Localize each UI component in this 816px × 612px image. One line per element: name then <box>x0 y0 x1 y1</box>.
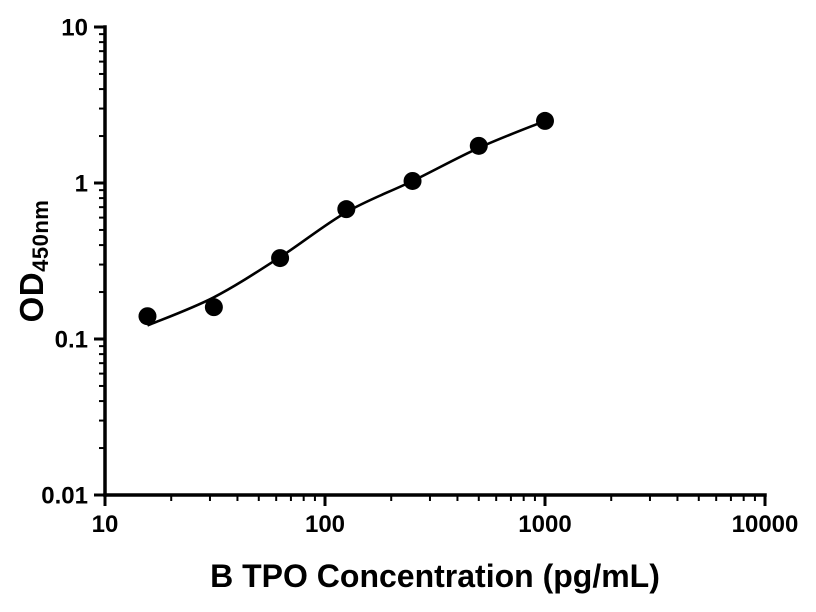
x-tick-label: 10 <box>92 511 119 538</box>
y-tick-label: 1 <box>75 171 88 198</box>
data-point <box>536 111 554 130</box>
data-point <box>403 171 422 190</box>
y-tick-label: 0.01 <box>41 483 88 510</box>
data-point <box>138 307 157 326</box>
x-tick-label: 10000 <box>732 511 799 538</box>
data-point <box>469 136 488 155</box>
y-axis-title: OD450nm <box>13 199 53 323</box>
x-tick-label: 100 <box>305 511 345 538</box>
x-tick-label: 1000 <box>518 511 571 538</box>
x-axis-title: B TPO Concentration (pg/mL) <box>210 558 660 594</box>
y-axis-title-subscript: 450nm <box>28 199 53 272</box>
data-point <box>271 249 290 268</box>
y-axis-title-main: OD <box>13 271 50 323</box>
data-point <box>204 298 223 317</box>
y-tick-label: 0.1 <box>55 327 88 354</box>
y-tick-label: 10 <box>61 15 88 42</box>
data-point <box>337 200 356 219</box>
